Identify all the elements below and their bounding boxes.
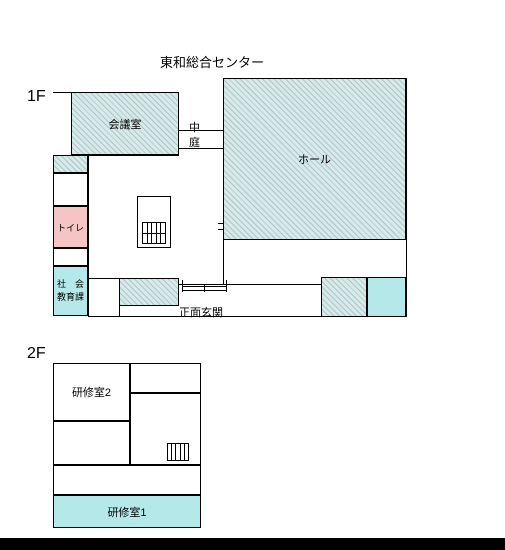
divider xyxy=(179,130,223,131)
door-tick xyxy=(218,223,223,224)
page-title: 東和総合センター xyxy=(160,52,264,71)
room-2f-below xyxy=(53,421,130,465)
floor-2-label: 2F xyxy=(27,345,46,363)
meeting-room-label: 会議室 xyxy=(109,116,142,132)
hall: ホール xyxy=(223,78,406,240)
education-division-label: 社 会 教育課 xyxy=(57,278,84,303)
courtyard-label-2: 庭 xyxy=(189,134,200,150)
divider xyxy=(179,284,321,285)
training-room-2-label: 研修室2 xyxy=(72,384,111,400)
divider xyxy=(88,155,89,316)
toilet-label: トイレ xyxy=(57,221,84,234)
training-room-2: 研修室2 xyxy=(53,363,130,421)
divider xyxy=(142,233,166,234)
right-cyan xyxy=(367,277,406,317)
strip-2f xyxy=(53,465,201,495)
door-tick xyxy=(218,229,223,230)
hallway-2f-b xyxy=(130,393,201,465)
divider xyxy=(179,148,223,149)
stairs-icon-2f xyxy=(167,443,189,461)
entrance-door-line xyxy=(226,280,227,292)
empty-room-2 xyxy=(53,248,88,266)
divider xyxy=(53,92,71,93)
entrance-door-line xyxy=(182,280,183,292)
toilet: トイレ xyxy=(53,206,88,248)
training-room-1: 研修室1 xyxy=(53,495,201,528)
divider xyxy=(406,78,407,317)
lower-hatch-block xyxy=(119,278,179,306)
empty-room-1 xyxy=(53,173,88,206)
entrance-door-line xyxy=(204,284,205,292)
bottom-strip xyxy=(0,538,505,550)
hallway-2f-a xyxy=(130,363,201,393)
divider xyxy=(88,278,119,279)
strip-hatched xyxy=(53,155,88,173)
divider xyxy=(88,155,179,156)
courtyard-label-1: 中 xyxy=(189,119,200,135)
divider xyxy=(223,240,224,284)
training-room-1-label: 研修室1 xyxy=(107,504,146,520)
meeting-room: 会議室 xyxy=(71,92,179,155)
education-division: 社 会 教育課 xyxy=(53,266,88,316)
floor-1-label: 1F xyxy=(27,88,46,106)
divider xyxy=(88,316,119,317)
entrance-label: 正面玄関 xyxy=(179,304,223,320)
right-hatched xyxy=(321,277,367,317)
hall-label: ホール xyxy=(298,151,331,167)
divider xyxy=(119,306,120,316)
